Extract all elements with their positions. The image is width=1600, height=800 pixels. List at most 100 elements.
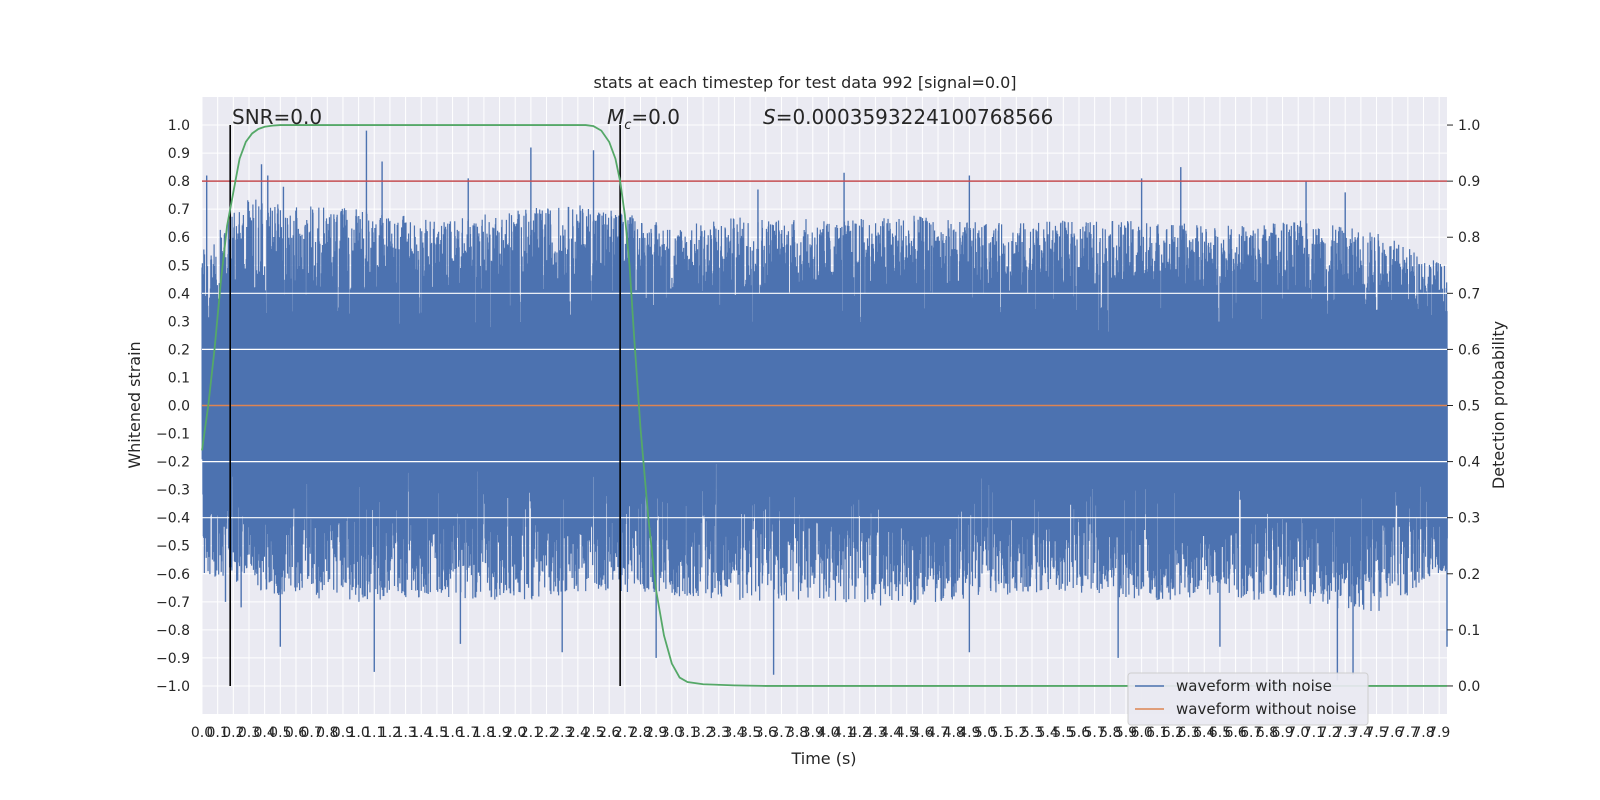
x-tick-label: 7.6 [1381, 725, 1403, 741]
legend-box [1127, 672, 1369, 726]
x-tick-label: 1.4 [410, 725, 432, 741]
y-tick-label: −0.6 [156, 567, 190, 583]
right-axis-ticks: 0.0 0.1 0.2 0.3 0.4 0.5 0.6 0.7 0.8 0.9 1.0 [1447, 118, 1480, 695]
x-tick-label: 3.1 [676, 725, 698, 741]
x-tick-label: 6.8 [1256, 725, 1278, 741]
y2-tick-label: 0.1 [1458, 623, 1480, 639]
x-tick-label: 3.5 [739, 725, 761, 741]
s-annotation: S=0.0003593224100768566 [763, 105, 1053, 129]
x-tick-label: 2.3 [551, 725, 573, 741]
x-tick-label: 3.4 [723, 725, 745, 741]
x-tick-label: 3.9 [802, 725, 824, 741]
x-tick-label: 1.0 [347, 725, 369, 741]
x-axis-label: Time (s) [790, 749, 856, 768]
chart-title: stats at each timestep for test data 992… [593, 73, 1016, 92]
x-tick-label: 4.8 [943, 725, 965, 741]
legend-label-noise: waveform with noise [1176, 677, 1332, 695]
left-axis-label: Whitened strain [125, 341, 144, 468]
y-tick-label: −0.7 [156, 595, 190, 611]
x-tick-label: 7.3 [1334, 725, 1356, 741]
y-tick-label: 0.6 [168, 230, 190, 246]
x-tick-label: 6.6 [1224, 725, 1246, 741]
x-tick-label: 1.2 [379, 725, 401, 741]
x-tick-label: 7.0 [1287, 725, 1309, 741]
x-tick-label: 1.6 [441, 725, 463, 741]
x-tick-label: 5.2 [1005, 725, 1027, 741]
x-tick-label: 0.9 [332, 725, 354, 741]
y2-tick-label: 0.2 [1458, 567, 1480, 583]
left-axis-ticks: −1.0 −0.9 −0.8 −0.7 −0.6 −0.5 −0.4 −0.3 −0.2 −0.1… [156, 118, 190, 695]
x-tick-label: 0.2 [222, 725, 244, 741]
x-tick-label: 2.0 [504, 725, 526, 741]
x-tick-label: 1.7 [457, 725, 479, 741]
y-tick-label: 0.4 [168, 286, 190, 302]
x-tick-label: 7.9 [1428, 725, 1450, 741]
x-tick-label: 4.9 [958, 725, 980, 741]
x-tick-label: 2.2 [535, 725, 557, 741]
x-tick-label: 4.3 [864, 725, 886, 741]
x-tick-label: 6.0 [1130, 725, 1152, 741]
y2-tick-label: 0.5 [1458, 399, 1480, 415]
x-tick-label: 2.9 [645, 725, 667, 741]
x-tick-label: 4.6 [911, 725, 933, 741]
x-tick-label: 6.2 [1162, 725, 1184, 741]
y2-tick-label: 0.4 [1458, 455, 1480, 471]
y2-tick-label: 0.0 [1458, 679, 1480, 695]
x-tick-label: 7.5 [1365, 725, 1387, 741]
x-tick-label: 7.4 [1350, 725, 1372, 741]
x-tick-label: 4.5 [896, 725, 918, 741]
legend: waveform with noise waveform without noi… [1127, 672, 1369, 726]
x-tick-label: 6.1 [1146, 725, 1168, 741]
x-tick-label: 1.3 [394, 725, 416, 741]
x-tick-label: 0.1 [207, 725, 229, 741]
y2-tick-label: 1.0 [1458, 118, 1480, 134]
x-tick-label: 1.9 [488, 725, 510, 741]
x-tick-label: 2.6 [598, 725, 620, 741]
snr-annotation: SNR=0.0 [232, 105, 322, 129]
x-tick-label: 6.7 [1240, 725, 1262, 741]
x-tick-label: 7.2 [1318, 725, 1340, 741]
x-tick-label: 2.7 [614, 725, 636, 741]
x-tick-label: 5.1 [990, 725, 1012, 741]
y2-tick-label: 0.9 [1458, 174, 1480, 190]
x-tick-label: 3.0 [661, 725, 683, 741]
chirp-mass-subscript: c [624, 118, 631, 133]
x-tick-label: 5.7 [1084, 725, 1106, 741]
y-tick-label: −0.9 [156, 651, 190, 667]
y2-tick-label: 0.7 [1458, 286, 1480, 302]
right-axis-label: Detection probability [1489, 321, 1508, 489]
x-tick-label: 3.2 [692, 725, 714, 741]
y-tick-label: 0.2 [168, 342, 190, 358]
x-tick-label: 6.4 [1193, 725, 1215, 741]
x-tick-label: 0.8 [316, 725, 338, 741]
x-tick-label: 2.8 [629, 725, 651, 741]
x-tick-label: 3.6 [755, 725, 777, 741]
y-tick-label: 0.8 [168, 174, 190, 190]
x-tick-label: 0.6 [285, 725, 307, 741]
x-axis-ticks: 0.00.10.20.30.40.50.60.70.80.91.01.11.21… [191, 725, 1450, 741]
x-tick-label: 0.4 [254, 725, 276, 741]
y-tick-label: −0.8 [156, 623, 190, 639]
noise-trace [201, 199, 1448, 612]
x-tick-label: 3.7 [770, 725, 792, 741]
y-tick-label: 0.0 [168, 399, 190, 415]
overlay-lines [201, 124, 1447, 687]
y-tick-label: 0.5 [168, 258, 190, 274]
x-tick-label: 5.5 [1052, 725, 1074, 741]
x-tick-label: 0.5 [269, 725, 291, 741]
x-tick-label: 4.2 [849, 725, 871, 741]
y-tick-label: 0.9 [168, 146, 190, 162]
y-tick-label: −0.2 [156, 455, 190, 471]
x-tick-label: 1.1 [363, 725, 385, 741]
x-tick-label: 1.5 [426, 725, 448, 741]
y-tick-label: −0.5 [156, 539, 190, 555]
x-tick-label: 2.5 [582, 725, 604, 741]
detection-probability-line [201, 124, 1447, 687]
x-tick-label: 7.1 [1303, 725, 1325, 741]
y-tick-label: 0.1 [168, 370, 190, 386]
x-tick-label: 6.9 [1271, 725, 1293, 741]
waveform-with-noise-trace [201, 130, 1448, 681]
s-symbol: S [763, 105, 776, 129]
y-tick-label: −0.4 [156, 511, 190, 527]
x-tick-label: 2.4 [567, 725, 589, 741]
